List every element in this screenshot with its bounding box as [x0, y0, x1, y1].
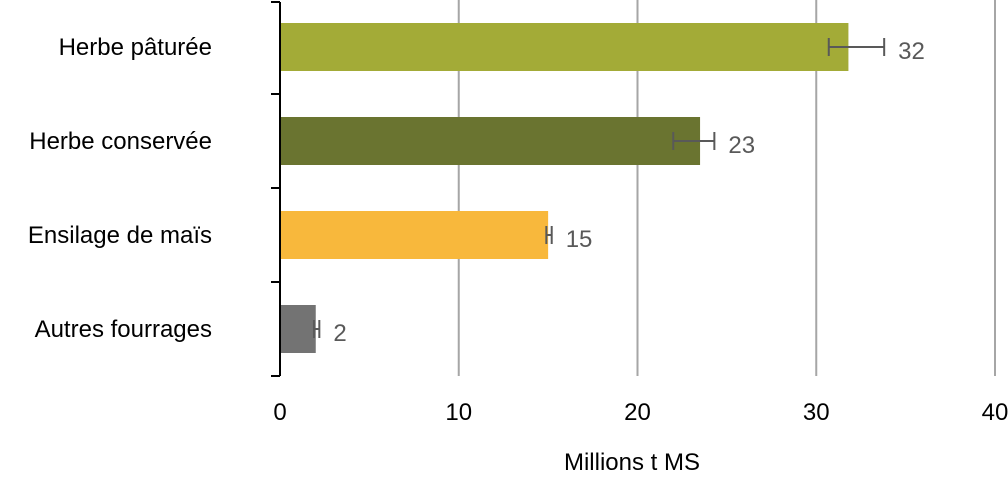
- error-bar-1: [827, 38, 886, 56]
- category-label-2: Herbe conservée: [29, 128, 212, 155]
- x-axis-title: Millions t MS: [564, 449, 700, 476]
- bar-4: [280, 305, 316, 353]
- data-label-1: 32: [898, 38, 925, 65]
- category-axis: [271, 1, 281, 377]
- data-label-3: 15: [566, 226, 593, 253]
- tick-label-10: 10: [445, 399, 472, 426]
- tick-label-0: 0: [273, 399, 286, 426]
- data-label-2: 23: [728, 132, 755, 159]
- tick-label-30: 30: [803, 399, 830, 426]
- error-bar-2: [672, 132, 716, 150]
- data-labels-group: 32 23 15 2: [333, 38, 925, 347]
- bar-1: [280, 23, 849, 71]
- error-bar-4: [312, 320, 321, 338]
- category-label-3: Ensilage de maïs: [28, 222, 212, 249]
- error-bar-3: [545, 226, 553, 244]
- category-label-1: Herbe pâturée: [59, 34, 212, 61]
- data-label-4: 2: [333, 320, 346, 347]
- bar-3: [280, 211, 549, 259]
- category-labels-group: Herbe pâturée Herbe conservée Ensilage de …: [28, 34, 212, 343]
- tick-label-20: 20: [624, 399, 651, 426]
- tick-label-40: 40: [982, 399, 1008, 426]
- error-bars-group: [312, 38, 886, 338]
- category-label-4: Autres fourrages: [35, 316, 212, 343]
- bar-2: [280, 117, 701, 165]
- tick-labels-group: 0 10 20 30 40: [273, 399, 1008, 426]
- bars-group: [280, 23, 849, 353]
